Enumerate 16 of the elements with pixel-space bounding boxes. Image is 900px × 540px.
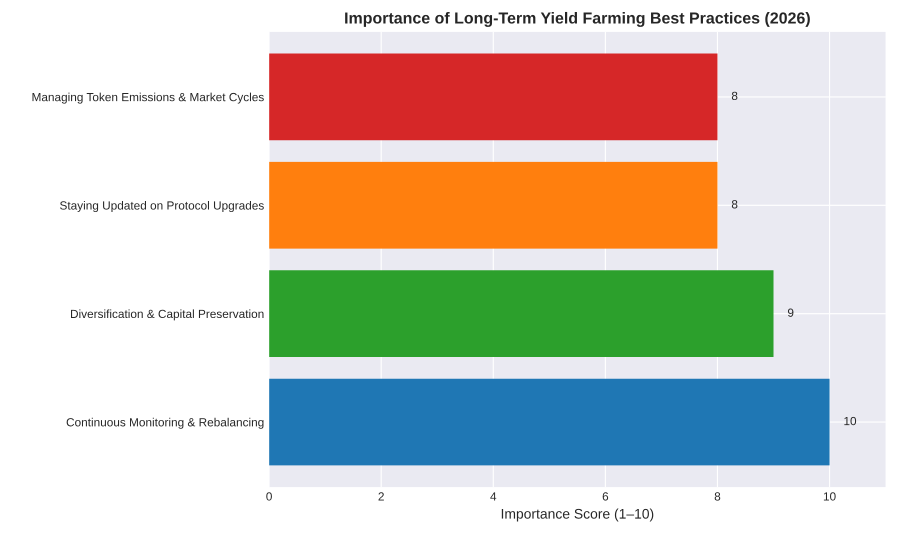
y-tick-label: Diversification & Capital Preservation — [71, 309, 264, 320]
y-tick-label: Staying Updated on Protocol Upgrades — [60, 201, 264, 212]
data-label: 9 — [788, 308, 794, 317]
data-label: 8 — [732, 92, 738, 100]
x-tick-label: 2 — [378, 492, 384, 500]
y-tick-label: Continuous Monitoring & Rebalancing — [66, 418, 264, 429]
x-axis-title: Importance Score (1–10) — [502, 508, 654, 522]
data-label: 8 — [732, 200, 738, 208]
x-tick-label: 8 — [714, 492, 720, 501]
y-tick-label: Managing Token Emissions & Market Cycles — [32, 92, 264, 104]
x-tick-label: 10 — [824, 492, 836, 501]
chart-title: Importance of Long-Term Yield Farming Best Practices (2026) — [345, 12, 810, 27]
data-label: 10 — [844, 416, 856, 426]
x-tick-label: 4 — [490, 492, 496, 500]
x-tick-label: 0 — [266, 492, 272, 501]
x-tick-label: 6 — [602, 492, 608, 501]
